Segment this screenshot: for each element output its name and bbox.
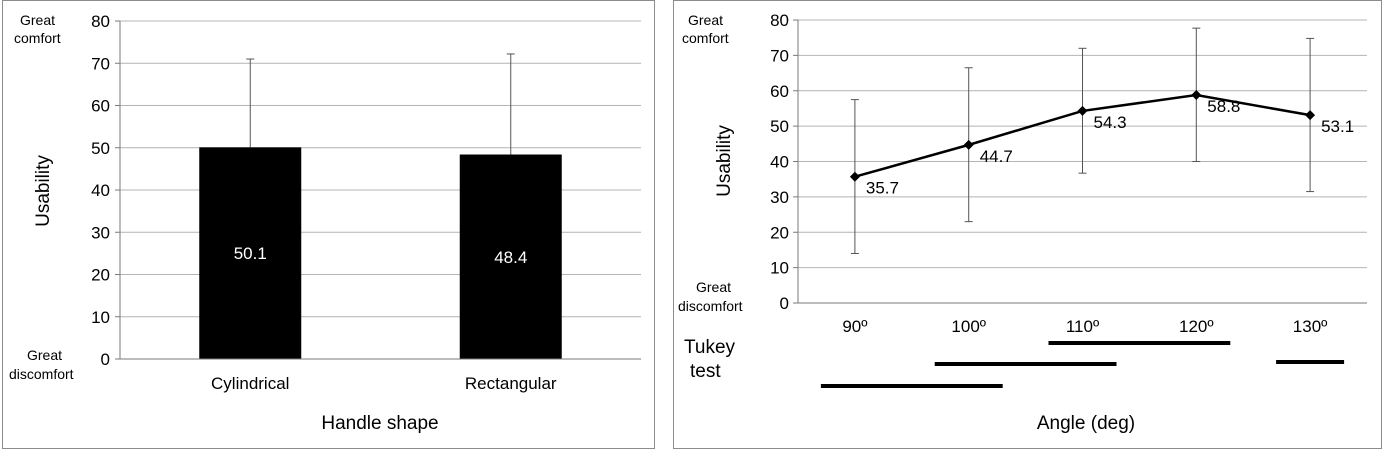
- x-ticks: 90º 100º 110º 120º 130º: [842, 317, 1327, 336]
- error-bars: [850, 27, 1315, 254]
- annotation-bottom-line1: Great: [27, 347, 62, 363]
- y-tick-label: 80: [91, 12, 110, 31]
- annotation-bottom-line1: Great: [696, 279, 731, 295]
- data-point-marker: [1191, 89, 1202, 100]
- annotation-great-discomfort: Great discomfort: [9, 347, 74, 382]
- line-chart: 0 10 20 30 40 50 60 70 80 35.7 44.7 54.3 58.8 53.1 9…: [678, 11, 1367, 434]
- gridlines: [120, 20, 641, 318]
- x-tick-label: 110º: [1066, 317, 1099, 336]
- y-tick-label: 20: [770, 223, 789, 242]
- tukey-label-line1: Tukey: [684, 337, 736, 358]
- tukey-label-line2: test: [690, 361, 721, 382]
- chart-panel-handle-shape: 0 10 20 30 40 50 60 70 80 50.1 48.4 Cylindrical Re…: [2, 0, 655, 449]
- chart-panel-angle: 0 10 20 30 40 50 60 70 80 35.7 44.7 54.3 58.8 53.1 9…: [673, 0, 1382, 449]
- x-axis-label: Handle shape: [321, 413, 438, 434]
- bar-value-label: 50.1: [234, 244, 267, 263]
- y-tick-label: 30: [91, 223, 110, 242]
- bar-chart: 0 10 20 30 40 50 60 70 80 50.1 48.4 Cylindrical Re…: [9, 12, 641, 434]
- x-tick-label: 120º: [1179, 317, 1214, 336]
- annotation-great-comfort: Great comfort: [682, 12, 729, 46]
- y-tick-label: 0: [780, 294, 789, 313]
- annotation-top-line2: comfort: [14, 30, 61, 46]
- annotation-top-line1: Great: [20, 12, 55, 28]
- y-tick-label: 60: [91, 97, 110, 116]
- y-tick-label: 80: [770, 11, 789, 30]
- data-value-label: 44.7: [980, 147, 1013, 166]
- y-tick-label: 70: [770, 46, 789, 65]
- data-point-marker: [849, 171, 860, 182]
- data-point-marker: [963, 139, 974, 150]
- tukey-label: Tukey test: [684, 337, 736, 382]
- data-labels: 35.7 44.7 54.3 58.8 53.1: [866, 97, 1354, 198]
- y-ticks: 0 10 20 30 40 50 60 70 80: [770, 11, 799, 313]
- y-tick-label: 50: [770, 117, 789, 136]
- y-tick-label: 40: [91, 181, 110, 200]
- data-point-marker: [1305, 110, 1316, 121]
- y-tick-label: 50: [91, 139, 110, 158]
- annotation-bottom-line2: discomfort: [678, 298, 743, 314]
- x-axis-label: Angle (deg): [1037, 413, 1135, 434]
- x-tick-label: 130º: [1293, 317, 1328, 336]
- x-ticks: Cylindrical Rectangular: [211, 374, 557, 393]
- y-tick-label: 10: [770, 259, 789, 278]
- y-tick-label: 30: [770, 188, 789, 207]
- data-value-label: 53.1: [1321, 117, 1354, 136]
- bar: [459, 154, 562, 359]
- y-tick-label: 40: [770, 153, 789, 172]
- y-tick-label: 60: [770, 82, 789, 101]
- tukey-lines: [820, 341, 1345, 388]
- y-tick-label: 10: [91, 308, 110, 327]
- y-ticks: 0 10 20 30 40 50 60 70 80: [91, 12, 121, 369]
- x-tick-label: Cylindrical: [211, 374, 289, 393]
- bar: [199, 147, 302, 359]
- x-tick-label: 100º: [951, 317, 986, 336]
- data-points: [849, 89, 1316, 182]
- bars: 50.1 48.4: [199, 147, 562, 359]
- annotation-great-comfort: Great comfort: [14, 12, 61, 46]
- annotation-top-line1: Great: [688, 12, 723, 28]
- data-value-label: 35.7: [866, 179, 899, 198]
- y-tick-label: 20: [91, 266, 110, 285]
- annotation-top-line2: comfort: [682, 30, 729, 46]
- y-tick-label: 70: [91, 54, 110, 73]
- x-tick-label: 90º: [842, 317, 867, 336]
- annotation-great-discomfort: Great discomfort: [678, 279, 743, 314]
- error-bars: [246, 53, 515, 155]
- data-value-label: 54.3: [1094, 113, 1127, 132]
- y-axis-label: Usability: [33, 155, 54, 227]
- y-axis-label: Usability: [714, 125, 735, 197]
- y-tick-label: 0: [101, 350, 110, 369]
- bar-value-label: 48.4: [494, 248, 527, 267]
- x-tick-label: Rectangular: [465, 374, 557, 393]
- data-point-marker: [1077, 105, 1088, 116]
- annotation-bottom-line2: discomfort: [9, 366, 74, 382]
- data-value-label: 58.8: [1207, 97, 1240, 116]
